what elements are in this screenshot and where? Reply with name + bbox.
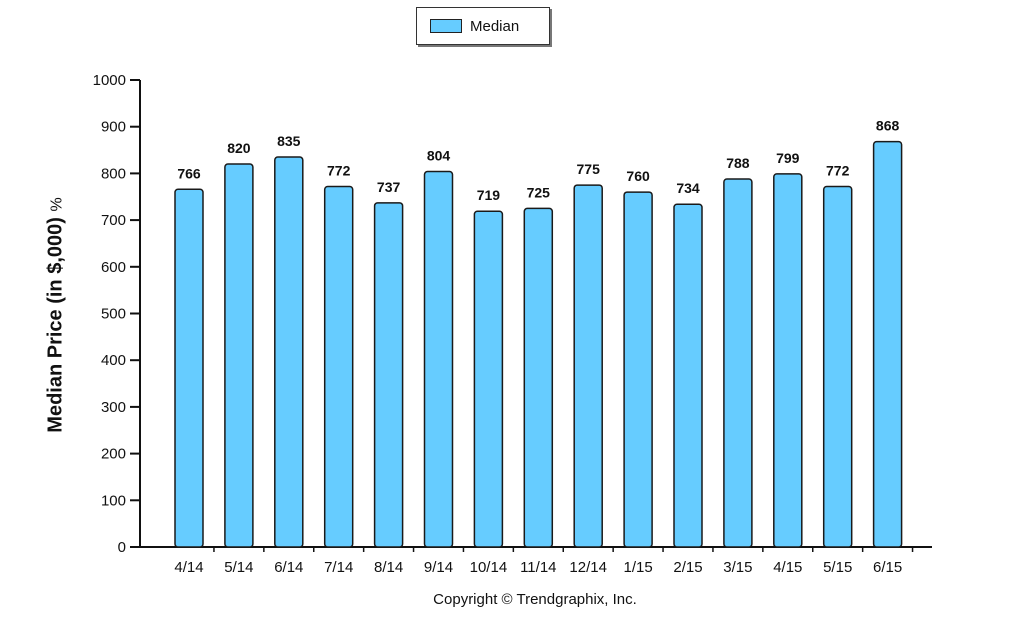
y-axis-title-main: Median Price (in $,000) — [44, 217, 67, 433]
y-tick-label: 400 — [101, 352, 126, 369]
bar — [723, 178, 753, 548]
bar — [623, 191, 653, 548]
y-tick-label: 0 — [118, 539, 126, 556]
x-tick-label: 3/15 — [723, 559, 752, 576]
data-label: 775 — [577, 161, 601, 177]
bar — [224, 163, 254, 548]
data-label: 804 — [427, 148, 451, 164]
x-tick-label: 5/14 — [224, 559, 253, 576]
bar — [523, 207, 554, 548]
data-label: 719 — [477, 187, 501, 203]
x-tick-label: 8/14 — [374, 559, 403, 576]
y-tick-label: 600 — [101, 259, 126, 276]
bar — [822, 185, 853, 548]
x-tick-label: 4/15 — [773, 559, 802, 576]
x-tick-label: 4/14 — [174, 559, 203, 576]
bar — [174, 188, 204, 548]
y-axis-title: Median Price (in $,000) % — [45, 197, 68, 432]
y-tick-label: 700 — [101, 212, 126, 229]
y-tick-label: 100 — [101, 492, 126, 509]
y-axis-title-suffix: % — [48, 197, 66, 212]
x-tick-label: 11/14 — [520, 559, 556, 576]
y-tick-label: 200 — [101, 446, 126, 463]
bar — [773, 173, 803, 548]
y-tick-label: 900 — [101, 119, 126, 136]
data-label: 799 — [776, 150, 800, 166]
data-label: 737 — [377, 179, 401, 195]
data-label: 772 — [327, 162, 351, 178]
x-tick-label: 12/14 — [569, 559, 607, 576]
bar — [673, 203, 703, 548]
x-tick-label: 1/15 — [623, 559, 652, 576]
data-label: 772 — [826, 162, 850, 178]
x-tick-label: 10/14 — [470, 559, 508, 576]
legend: Median — [416, 7, 550, 45]
legend-swatch — [430, 19, 462, 33]
data-label: 788 — [726, 155, 750, 171]
bar — [573, 184, 603, 548]
bar — [373, 202, 404, 548]
x-tick-label: 6/15 — [873, 559, 902, 576]
data-label: 725 — [527, 184, 551, 200]
bar — [872, 140, 903, 548]
y-tick-label: 300 — [101, 399, 126, 416]
copyright-text: Copyright © Trendgraphix, Inc. — [433, 591, 637, 608]
data-label: 734 — [676, 180, 700, 196]
x-tick-label: 5/15 — [823, 559, 852, 576]
bar — [323, 185, 354, 548]
data-label: 760 — [626, 168, 650, 184]
bar — [274, 156, 304, 548]
data-label: 868 — [876, 118, 900, 134]
bar — [423, 170, 454, 548]
y-tick-label: 1000 — [93, 72, 126, 89]
data-label: 835 — [277, 133, 301, 149]
data-label: 820 — [227, 140, 251, 156]
x-tick-label: 6/14 — [274, 559, 303, 576]
legend-label: Median — [470, 17, 520, 35]
data-label: 766 — [177, 165, 201, 181]
x-tick-label: 7/14 — [324, 559, 353, 576]
x-tick-label: 2/15 — [673, 559, 702, 576]
bar — [473, 210, 504, 548]
x-tick-label: 9/14 — [424, 559, 453, 576]
y-tick-label: 800 — [101, 165, 126, 182]
y-tick-label: 500 — [101, 306, 126, 323]
